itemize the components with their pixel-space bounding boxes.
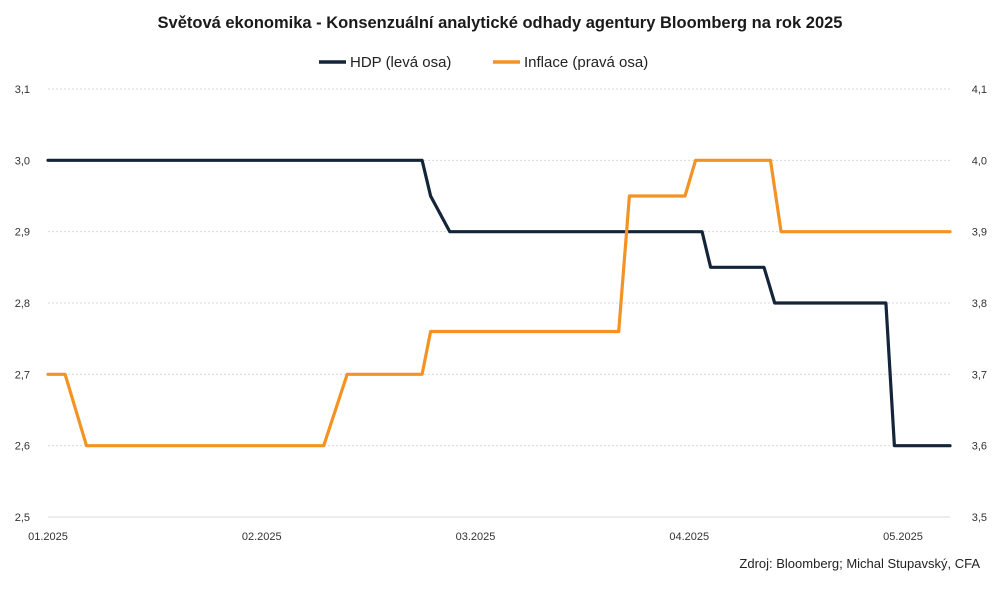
x-tick-label: 05.2025	[883, 531, 923, 543]
x-tick-label: 04.2025	[669, 531, 709, 543]
hdp-series-line	[46, 158, 952, 448]
left-y-tick-label: 2,6	[15, 441, 30, 453]
right-y-tick-label: 3,7	[972, 369, 987, 381]
inflace-series-line	[46, 158, 952, 448]
right-y-tick-label: 3,8	[972, 298, 987, 310]
left-y-tick-label: 2,8	[15, 298, 30, 310]
left-y-axis: 2,5 2,6 2,7 2,8 2,9 3,0 3,1	[15, 84, 30, 524]
left-y-tick-label: 3,0	[15, 155, 30, 167]
legend: HDP (levá osa) Inflace (pravá osa)	[319, 54, 648, 71]
right-y-tick-label: 3,6	[972, 441, 987, 453]
left-y-tick-label: 3,1	[15, 84, 30, 96]
legend-label: HDP (levá osa)	[350, 54, 451, 71]
x-tick-label: 02.2025	[242, 531, 282, 543]
x-tick-label: 03.2025	[456, 531, 496, 543]
legend-label: Inflace (pravá osa)	[524, 54, 648, 71]
left-y-tick-label: 2,5	[15, 512, 30, 524]
series-lines	[46, 158, 952, 448]
x-axis: 01.2025 02.2025 03.2025 04.2025 05.2025	[28, 531, 923, 543]
chart-title: Světová ekonomika - Konsenzuální analyti…	[157, 14, 843, 32]
right-y-tick-label: 3,9	[972, 227, 987, 239]
right-y-axis: 3,5 3,6 3,7 3,8 3,9 4,0 4,1	[972, 84, 987, 524]
right-y-tick-label: 4,0	[972, 155, 987, 167]
left-y-tick-label: 2,9	[15, 227, 30, 239]
right-y-tick-label: 4,1	[972, 84, 987, 96]
left-y-tick-label: 2,7	[15, 369, 30, 381]
right-y-tick-label: 3,5	[972, 512, 987, 524]
source-note: Zdroj: Bloomberg; Michal Stupavský, CFA	[739, 556, 980, 571]
gridlines	[48, 88, 950, 518]
x-tick-label: 01.2025	[28, 531, 68, 543]
